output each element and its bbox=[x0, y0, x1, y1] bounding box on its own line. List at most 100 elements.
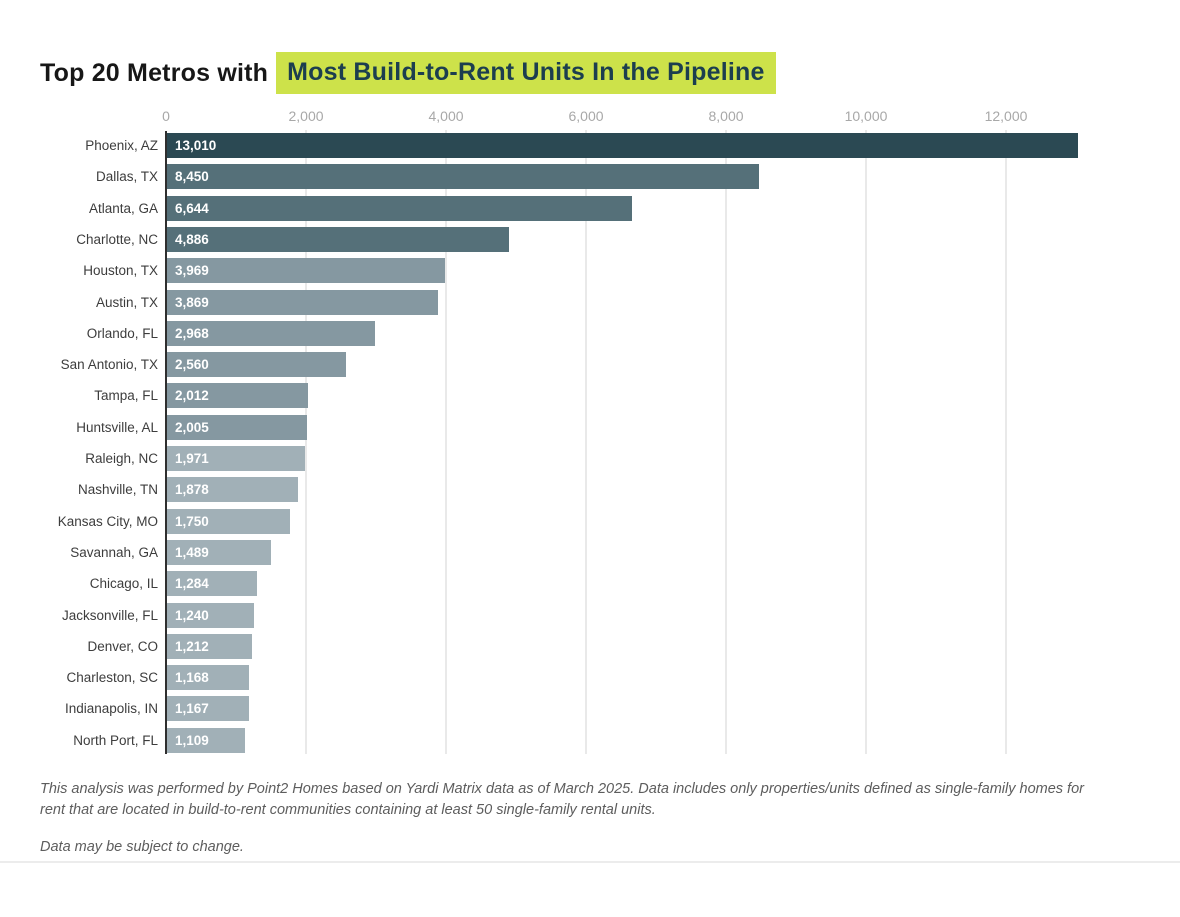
bar-value-label: 1,168 bbox=[175, 670, 209, 686]
bar: 3,969 bbox=[167, 258, 445, 284]
bar-value-label: 2,968 bbox=[175, 325, 209, 341]
x-axis-tick-label: 4,000 bbox=[428, 108, 464, 124]
bar: 2,968 bbox=[167, 320, 375, 346]
category-label: San Antonio, TX bbox=[60, 357, 158, 373]
category-label: Houston, TX bbox=[83, 263, 158, 279]
x-axis-tick-label: 10,000 bbox=[844, 108, 888, 124]
gridline bbox=[445, 130, 447, 754]
bar: 2,012 bbox=[167, 383, 308, 409]
bar-row: Charleston, SC 1,168 bbox=[0, 665, 1180, 691]
category-label: Charleston, SC bbox=[66, 670, 158, 686]
category-label: Nashville, TN bbox=[77, 482, 158, 498]
bar-row: Nashville, TN 1,878 bbox=[0, 477, 1180, 503]
bar: 1,167 bbox=[167, 696, 249, 722]
category-label: Austin, TX bbox=[95, 294, 158, 310]
bar-value-label: 1,212 bbox=[175, 638, 209, 654]
bar-value-label: 1,284 bbox=[175, 576, 209, 592]
bar-row: San Antonio, TX 2,560 bbox=[0, 352, 1180, 378]
footnote-methodology: This analysis was performed by Point2 Ho… bbox=[40, 781, 1084, 818]
bar-value-label: 13,010 bbox=[175, 138, 217, 153]
bottom-divider bbox=[0, 861, 1180, 863]
category-label: Kansas City, MO bbox=[57, 513, 158, 529]
bar: 1,750 bbox=[167, 508, 290, 534]
bar: 1,489 bbox=[167, 539, 271, 565]
bar: 1,240 bbox=[167, 602, 254, 628]
x-axis: 0 2,000 4,000 6,000 8,000 10,000 12,000 bbox=[0, 108, 1180, 126]
bar-value-label: 1,878 bbox=[175, 482, 209, 498]
x-axis-tick-label: 12,000 bbox=[984, 108, 1028, 124]
category-label: Denver, CO bbox=[87, 638, 158, 654]
x-axis-tick-label: 6,000 bbox=[568, 108, 604, 124]
bar-row: Jacksonville, FL 1,240 bbox=[0, 602, 1180, 628]
bar-value-label: 6,644 bbox=[175, 200, 209, 216]
bar: 1,878 bbox=[167, 477, 298, 503]
bar-value-label: 2,560 bbox=[175, 357, 209, 373]
bar-row: Atlanta, GA 6,644 bbox=[0, 195, 1180, 221]
bar-row: Charlotte, NC 4,886 bbox=[0, 226, 1180, 252]
bar-value-label: 2,005 bbox=[175, 419, 209, 435]
bar-value-label: 3,869 bbox=[175, 294, 209, 310]
bar: 8,450 bbox=[167, 164, 759, 190]
gridline bbox=[865, 130, 867, 754]
bar-row: Austin, TX 3,869 bbox=[0, 289, 1180, 315]
bar-row: Denver, CO 1,212 bbox=[0, 633, 1180, 659]
bar-value-label: 4,886 bbox=[175, 231, 209, 247]
category-label: Phoenix, AZ bbox=[85, 138, 158, 153]
chart-title: Top 20 Metros with Most Build-to-Rent Un… bbox=[40, 52, 776, 94]
bar: 3,869 bbox=[167, 289, 438, 315]
bar: 1,168 bbox=[167, 665, 249, 691]
gridline bbox=[585, 130, 587, 754]
bar: 1,971 bbox=[167, 446, 305, 471]
bar-row: North Port, FL 1,109 bbox=[0, 727, 1180, 753]
bar-value-label: 3,969 bbox=[175, 263, 209, 279]
category-label: Huntsville, AL bbox=[76, 419, 158, 435]
category-label: Dallas, TX bbox=[95, 169, 158, 185]
bar-row: Indianapolis, IN 1,167 bbox=[0, 696, 1180, 722]
x-axis-tick-label: 0 bbox=[162, 108, 170, 124]
gridline bbox=[305, 130, 307, 754]
footnotes: This analysis was performed by Point2 Ho… bbox=[40, 779, 1088, 858]
bar-row: Tampa, FL 2,012 bbox=[0, 383, 1180, 409]
category-label: Charlotte, NC bbox=[76, 231, 158, 247]
bar-value-label: 1,750 bbox=[175, 513, 209, 529]
bar-row: Chicago, IL 1,284 bbox=[0, 571, 1180, 597]
bar-row: Savannah, GA 1,489 bbox=[0, 539, 1180, 565]
category-label: North Port, FL bbox=[73, 732, 158, 748]
bar-row: Raleigh, NC 1,971 bbox=[0, 446, 1180, 471]
category-label: Chicago, IL bbox=[89, 576, 158, 592]
bar-value-label: 1,109 bbox=[175, 732, 209, 748]
plot-area: Phoenix, AZ 13,010 Dallas, TX 8,450 Atlanta,… bbox=[0, 130, 1180, 756]
bar-value-label: 1,240 bbox=[175, 607, 209, 623]
bar: 4,886 bbox=[167, 226, 509, 252]
bar: 1,109 bbox=[167, 727, 245, 753]
footnote-disclaimer: Data may be subject to change. bbox=[40, 839, 244, 855]
bar: 6,644 bbox=[167, 195, 632, 221]
gridline bbox=[725, 130, 727, 754]
bar-value-label: 2,012 bbox=[175, 388, 209, 404]
bar-value-label: 1,167 bbox=[175, 701, 209, 717]
bar: 1,212 bbox=[167, 633, 252, 659]
category-label: Indianapolis, IN bbox=[64, 701, 158, 717]
bar: 1,284 bbox=[167, 571, 257, 597]
category-label: Jacksonville, FL bbox=[61, 607, 158, 623]
x-axis-tick-label: 2,000 bbox=[288, 108, 324, 124]
bar-value-label: 1,489 bbox=[175, 544, 209, 560]
bar: 13,010 bbox=[167, 133, 1078, 158]
bar-value-label: 8,450 bbox=[175, 169, 209, 185]
category-label: Savannah, GA bbox=[70, 544, 158, 560]
y-axis-line bbox=[165, 131, 167, 754]
category-label: Atlanta, GA bbox=[88, 200, 158, 216]
bar-value-label: 1,971 bbox=[175, 451, 209, 466]
bar-row: Houston, TX 3,969 bbox=[0, 258, 1180, 284]
bar: 2,560 bbox=[167, 352, 346, 378]
gridline bbox=[1005, 130, 1007, 754]
bar-row: Orlando, FL 2,968 bbox=[0, 320, 1180, 346]
category-label: Orlando, FL bbox=[86, 325, 158, 341]
category-label: Tampa, FL bbox=[94, 388, 158, 404]
chart-title-highlight: Most Build-to-Rent Units In the Pipeline bbox=[276, 52, 776, 94]
bar: 2,005 bbox=[167, 414, 307, 440]
x-axis-tick-label: 8,000 bbox=[708, 108, 744, 124]
bar-row: Phoenix, AZ 13,010 bbox=[0, 133, 1180, 158]
bar-row: Huntsville, AL 2,005 bbox=[0, 414, 1180, 440]
